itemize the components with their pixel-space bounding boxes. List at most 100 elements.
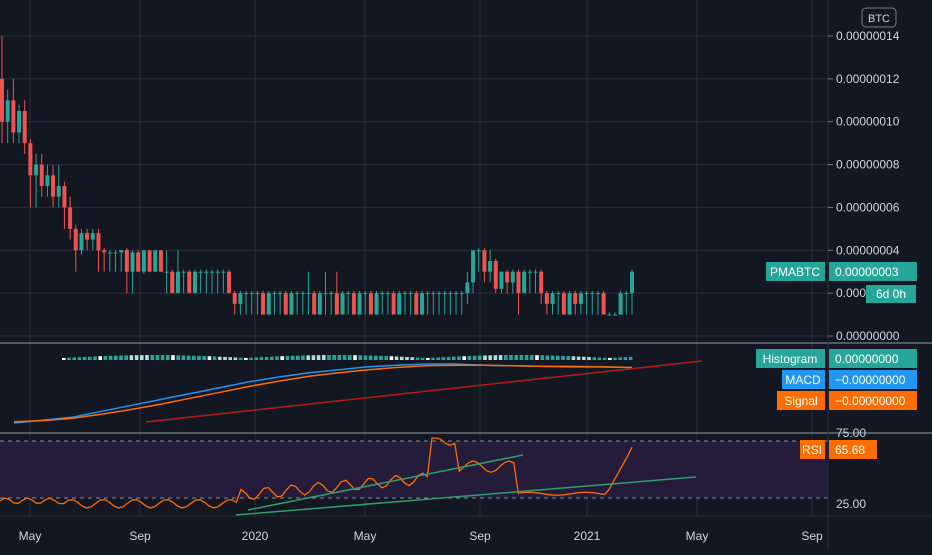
time-tick-label: 2020	[242, 529, 269, 543]
candle-body	[68, 207, 73, 229]
candle-body	[306, 293, 311, 295]
candle-body	[56, 186, 61, 197]
candle-body	[385, 293, 390, 295]
histogram-bar	[233, 357, 238, 360]
candle-body	[340, 293, 345, 315]
symbol-tag-name: PMABTC	[770, 265, 820, 279]
candle-body	[561, 293, 566, 315]
candle-body	[90, 233, 95, 240]
candle-body	[527, 271, 532, 273]
histogram-bar	[488, 355, 492, 360]
candle-body	[567, 293, 572, 315]
histogram-tag-name-bg	[756, 349, 825, 368]
rsi-tag-name-bg	[800, 440, 825, 459]
histogram-bar	[67, 357, 71, 360]
price-tick-label: 0.00000010	[836, 115, 900, 129]
histogram-bar	[259, 357, 264, 360]
histogram-bar	[77, 357, 82, 360]
histogram-bar	[270, 356, 274, 360]
candle-body	[437, 293, 442, 295]
candle-body	[595, 293, 600, 295]
histogram-bar	[218, 356, 222, 360]
histogram-bar	[410, 357, 414, 360]
candle-body	[397, 293, 402, 315]
histogram-bar	[119, 355, 123, 360]
candle-body	[431, 293, 436, 295]
macd-trendline[interactable]	[145, 360, 703, 423]
time-tick-label: Sep	[801, 529, 823, 543]
histogram-bar	[192, 355, 196, 360]
rsi-tag-name: RSI	[802, 443, 822, 457]
candle-body	[454, 293, 459, 295]
candle-body	[272, 293, 277, 295]
histogram-bar	[82, 356, 87, 360]
histogram-bar	[608, 357, 612, 360]
candle-body	[79, 233, 84, 251]
histogram-bar	[400, 356, 404, 360]
histogram-bar	[124, 355, 128, 360]
candle-body	[630, 271, 634, 294]
symbol-tag-bg	[766, 262, 825, 281]
signal-tag-name-bg	[777, 391, 825, 410]
time-axis[interactable]: May Sep 2020 May Sep 2021 May Sep	[19, 529, 823, 543]
candle-body	[107, 252, 112, 254]
rsi-trendline-1[interactable]	[247, 454, 524, 511]
histogram-bar	[561, 355, 565, 360]
histogram-bar	[103, 356, 108, 360]
candle-body	[624, 293, 629, 295]
candle-body	[510, 271, 515, 283]
histogram-tag-value-bg	[829, 349, 917, 368]
histogram-bar	[535, 355, 539, 360]
histogram-bar	[545, 355, 550, 360]
histogram-bar	[576, 356, 581, 360]
histogram-bar	[228, 357, 232, 360]
candle-body	[448, 293, 453, 295]
histogram-bar	[509, 355, 513, 360]
time-tick-label: 2021	[574, 529, 601, 543]
histogram-bar	[316, 355, 321, 360]
candle-body	[505, 271, 510, 283]
price-tick-label: 0.00000008	[836, 158, 900, 172]
histogram-bar	[166, 355, 170, 360]
histogram-bar	[108, 355, 113, 360]
histogram-bar	[207, 356, 212, 360]
histogram-bar	[426, 357, 430, 360]
candle-body	[221, 271, 226, 273]
histogram-bar	[582, 356, 586, 360]
histogram-bar	[160, 355, 165, 360]
rsi-trendline-2[interactable]	[235, 476, 697, 516]
histogram-bar	[150, 355, 154, 360]
candle-body	[346, 293, 351, 295]
candle-body	[323, 293, 328, 295]
signal-tag-value: −0.00000000	[835, 394, 906, 408]
candle-body	[442, 293, 447, 295]
candle-body	[317, 293, 322, 315]
histogram-bar	[618, 357, 622, 360]
macd-tag-value: −0.00000000	[835, 373, 906, 387]
histogram-bar	[436, 357, 440, 360]
candle-body	[261, 293, 266, 315]
currency-box[interactable]	[861, 7, 897, 28]
candle-body	[539, 271, 544, 294]
histogram-bar	[592, 357, 596, 360]
histogram-bar	[254, 357, 258, 360]
histogram-bar	[186, 355, 191, 360]
histogram-bar	[301, 355, 305, 360]
candle-body	[300, 293, 305, 295]
histogram-bar	[550, 355, 555, 360]
histogram-bar	[493, 355, 498, 360]
candle-body	[471, 250, 476, 283]
candle-body	[476, 250, 481, 252]
candle-body	[0, 78, 4, 122]
candle-body	[465, 282, 470, 294]
histogram-bar	[212, 356, 217, 360]
histogram-bar	[623, 357, 628, 360]
histogram-bar	[613, 357, 617, 360]
candle-body	[124, 250, 129, 272]
candle-body	[402, 293, 407, 295]
histogram-bar	[384, 356, 388, 360]
candle-body	[590, 293, 595, 295]
histogram-bar	[514, 355, 518, 360]
histogram-bar	[134, 355, 139, 360]
